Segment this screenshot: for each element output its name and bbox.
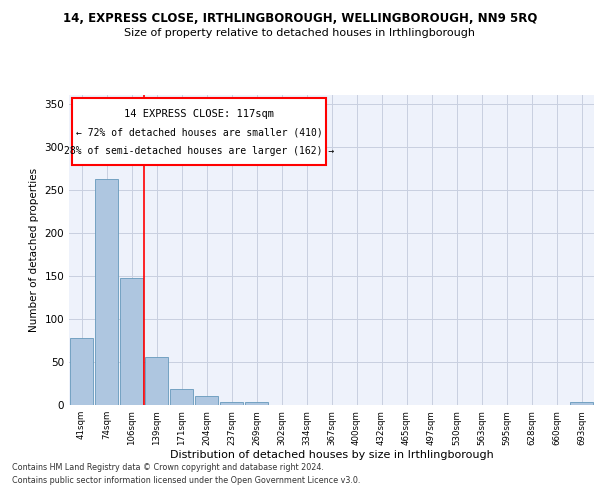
Bar — [119, 278, 143, 405]
Text: Contains HM Land Registry data © Crown copyright and database right 2024.: Contains HM Land Registry data © Crown c… — [12, 462, 324, 471]
Text: Contains public sector information licensed under the Open Government Licence v3: Contains public sector information licen… — [12, 476, 361, 485]
Text: 14 EXPRESS CLOSE: 117sqm: 14 EXPRESS CLOSE: 117sqm — [124, 109, 274, 119]
X-axis label: Distribution of detached houses by size in Irthlingborough: Distribution of detached houses by size … — [170, 450, 493, 460]
Y-axis label: Number of detached properties: Number of detached properties — [29, 168, 39, 332]
Text: Size of property relative to detached houses in Irthlingborough: Size of property relative to detached ho… — [125, 28, 476, 38]
Text: ← 72% of detached houses are smaller (410): ← 72% of detached houses are smaller (41… — [76, 128, 322, 138]
Bar — [145, 357, 169, 405]
Bar — [569, 402, 593, 405]
Bar — [95, 178, 118, 405]
FancyBboxPatch shape — [71, 98, 326, 165]
Bar — [194, 396, 218, 405]
Bar — [245, 402, 268, 405]
Text: 28% of semi-detached houses are larger (162) →: 28% of semi-detached houses are larger (… — [64, 146, 334, 156]
Bar — [220, 402, 244, 405]
Text: 14, EXPRESS CLOSE, IRTHLINGBOROUGH, WELLINGBOROUGH, NN9 5RQ: 14, EXPRESS CLOSE, IRTHLINGBOROUGH, WELL… — [63, 12, 537, 26]
Bar — [170, 388, 193, 405]
Bar — [70, 338, 94, 405]
